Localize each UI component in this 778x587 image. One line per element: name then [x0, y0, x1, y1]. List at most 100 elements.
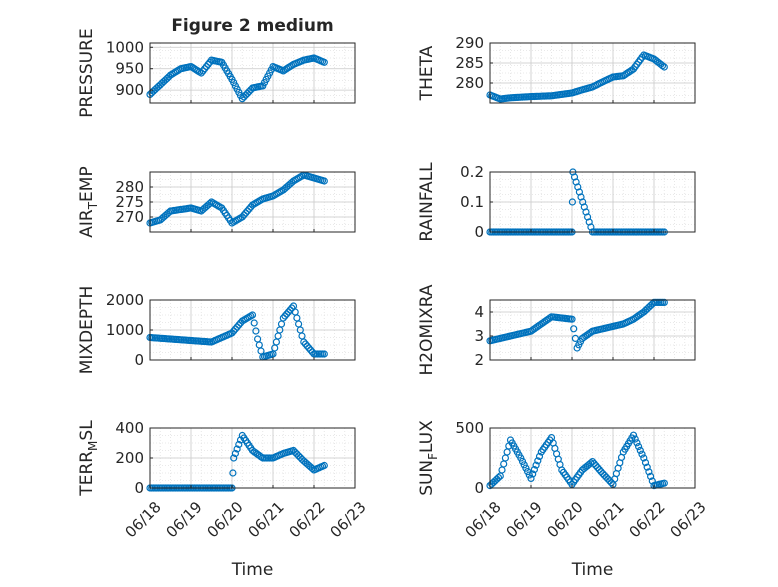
- air-temp-y-tick-label: 270: [115, 208, 144, 226]
- data-point: [641, 459, 650, 467]
- data-point: [320, 58, 328, 66]
- theta-y-tick-label: 290: [455, 34, 484, 52]
- data-point: [648, 477, 656, 485]
- terr-msl-y-tick-label: 0: [134, 479, 144, 497]
- theta-axes-box: [489, 42, 696, 104]
- sun-flux-ylabel: SUNFLUX: [417, 420, 440, 496]
- h2omixra-ylabel: H2OMIXRA: [417, 284, 437, 375]
- sun-flux-x-tick-label: 06/22: [625, 498, 668, 541]
- data-point: [660, 298, 668, 306]
- data-point: [236, 436, 245, 444]
- figure-title: Figure 2 medium: [171, 16, 333, 36]
- terr-msl-xlabel: Time: [231, 560, 274, 580]
- terr-msl-y-tick-label: 400: [115, 419, 144, 437]
- data-point: [535, 452, 544, 460]
- terr-msl-x-tick-label: 06/19: [162, 498, 205, 541]
- pressure-ylabel: PRESSURE: [77, 28, 97, 117]
- data-point: [660, 63, 668, 71]
- data-point: [634, 443, 643, 451]
- sun-flux-x-tick-label: 06/20: [543, 498, 586, 541]
- data-point: [534, 457, 542, 465]
- data-point: [233, 445, 241, 453]
- data-point: [658, 62, 667, 70]
- air-temp-y-tick-label: 275: [115, 193, 144, 211]
- data-point: [631, 435, 639, 443]
- terr-msl-x-tick-label: 06/20: [203, 498, 246, 541]
- h2omixra-y-tick-label: 3: [474, 327, 484, 345]
- data-point: [522, 464, 530, 472]
- data-point: [568, 198, 577, 206]
- mixdepth-ylabel: MIXDEPTH: [77, 286, 97, 375]
- sun-flux-xlabel: Time: [571, 560, 614, 580]
- data-point: [197, 69, 205, 77]
- data-point: [230, 454, 238, 462]
- data-point: [660, 479, 668, 487]
- data-point: [308, 464, 316, 473]
- sun-flux-x-tick-label: 06/23: [666, 498, 709, 541]
- data-point: [633, 439, 641, 447]
- terr-msl-x-tick-label: 06/23: [326, 498, 369, 541]
- theta-y-tick-label: 280: [455, 74, 484, 92]
- data-point: [636, 446, 644, 454]
- terr-msl-ylabel: TERRMSL: [77, 420, 100, 497]
- rainfall-y-tick-label: 0.1: [460, 193, 484, 211]
- mixdepth-markers: [146, 302, 328, 361]
- data-point: [595, 466, 603, 474]
- data-point: [320, 461, 328, 470]
- terr-msl-y-tick-label: 200: [115, 449, 144, 467]
- theta-ylabel: THETA: [417, 45, 437, 101]
- data-point: [235, 440, 243, 449]
- data-point: [520, 461, 528, 469]
- data-point: [517, 454, 525, 462]
- data-point: [252, 327, 260, 335]
- air-temp-y-tick-label: 280: [115, 178, 144, 196]
- pressure-axes-box: [149, 42, 356, 104]
- rainfall-y-tick-label: 0: [474, 223, 484, 241]
- data-point: [320, 177, 328, 185]
- pressure-y-tick-label: 900: [115, 81, 144, 99]
- pressure-markers: [146, 54, 328, 103]
- pressure-y-tick-label: 1000: [106, 38, 144, 56]
- h2omixra-axes-box: [489, 299, 696, 361]
- data-point: [320, 350, 328, 358]
- h2omixra-y-tick-label: 2: [474, 351, 484, 369]
- data-point: [250, 319, 258, 327]
- data-point: [248, 311, 257, 319]
- sun-flux-y-tick-label: 500: [455, 419, 484, 437]
- terr-msl-x-tick-label: 06/21: [244, 498, 287, 541]
- sun-flux-axes-box: [489, 427, 696, 489]
- data-point: [206, 199, 214, 208]
- data-point: [638, 450, 646, 458]
- data-point: [546, 314, 554, 322]
- h2omixra-y-tick-label: 4: [474, 303, 484, 321]
- rainfall-y-tick-label: 0.2: [460, 163, 484, 181]
- data-point: [640, 454, 648, 462]
- data-point: [530, 466, 539, 474]
- pressure-y-tick-label: 950: [115, 60, 144, 78]
- theta-y-tick-label: 285: [455, 54, 484, 72]
- data-point: [525, 471, 533, 479]
- data-point: [204, 60, 212, 69]
- h2omixra-markers: [486, 298, 668, 352]
- sun-flux-x-tick-label: 06/19: [502, 498, 545, 541]
- data-point: [201, 65, 209, 73]
- data-point: [529, 470, 537, 478]
- sun-flux-x-tick-label: 06/18: [461, 498, 504, 541]
- theta-markers: [486, 51, 668, 103]
- sun-flux-markers: [486, 431, 668, 490]
- data-point: [571, 334, 580, 342]
- terr-msl-x-tick-label: 06/22: [285, 498, 328, 541]
- sun-flux-y-tick-label: 0: [474, 479, 484, 497]
- data-point: [229, 469, 237, 477]
- mixdepth-y-tick-label: 2000: [106, 291, 144, 309]
- terr-msl-x-tick-label: 06/18: [121, 498, 164, 541]
- data-point: [532, 461, 540, 469]
- sun-flux-x-tick-label: 06/21: [584, 498, 627, 541]
- rainfall-ylabel: RAINFALL: [417, 162, 437, 242]
- air-temp-ylabel: AIRTEMP: [77, 166, 100, 237]
- data-point: [527, 474, 535, 482]
- data-point: [629, 431, 638, 439]
- data-point: [643, 463, 651, 471]
